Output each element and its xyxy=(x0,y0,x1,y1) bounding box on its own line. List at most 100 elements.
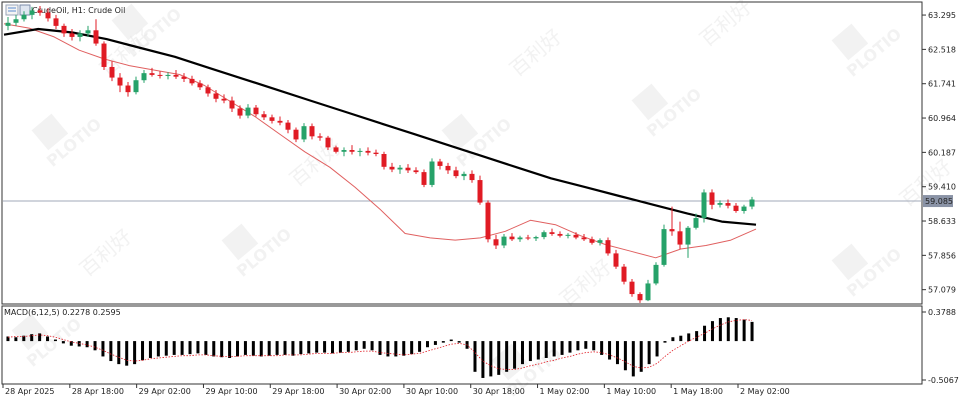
candle-body xyxy=(317,136,323,138)
macd-bar xyxy=(402,341,406,356)
macd-bar xyxy=(473,341,477,372)
time-tick-label: 1 May 10:00 xyxy=(606,387,656,396)
candle-body xyxy=(517,237,523,240)
time-tick-label: 28 Apr 18:00 xyxy=(72,387,124,396)
macd-bar xyxy=(386,341,390,357)
candle-body xyxy=(421,172,427,185)
candle-body xyxy=(645,283,651,301)
macd-signal-line xyxy=(7,319,753,370)
macd-bar xyxy=(734,318,738,342)
candle-body xyxy=(445,165,451,171)
macd-bar xyxy=(362,341,366,349)
candle-body xyxy=(589,239,595,243)
macd-bar xyxy=(536,341,540,360)
candle-body xyxy=(117,77,123,86)
macd-bar xyxy=(125,341,129,366)
macd-bar xyxy=(505,341,509,372)
macd-bar xyxy=(275,341,279,355)
candle-body xyxy=(725,203,731,206)
macd-bar xyxy=(750,321,754,342)
macd-bar xyxy=(267,341,271,356)
candle-body xyxy=(565,234,571,236)
candle-body xyxy=(245,107,251,116)
macd-bar xyxy=(623,341,627,371)
macd-bar xyxy=(6,336,10,342)
candle-body xyxy=(621,266,627,282)
macd-bar xyxy=(639,341,643,372)
candle-body xyxy=(749,199,755,207)
macd-bar xyxy=(259,341,263,357)
candle-body xyxy=(157,74,163,76)
macd-bar xyxy=(425,341,429,348)
macd-bar xyxy=(513,341,517,369)
candle-body xyxy=(477,180,483,203)
macd-tick-label: 0.3788 xyxy=(928,308,956,317)
candle-body xyxy=(21,14,27,20)
candle-body xyxy=(405,167,411,171)
macd-bar xyxy=(663,341,667,343)
current-price-text: 59.085 xyxy=(925,197,953,206)
macd-bar xyxy=(141,341,145,361)
watermark-logo xyxy=(441,113,479,151)
candle-body xyxy=(133,80,139,93)
time-tick-label: 29 Apr 18:00 xyxy=(272,387,324,396)
watermark-logo xyxy=(111,3,149,41)
macd-bar xyxy=(243,341,247,355)
price-tick-label: 57.079 xyxy=(928,286,956,295)
candle-body xyxy=(301,126,307,140)
candle-body xyxy=(381,154,387,167)
price-tick-label: 61.741 xyxy=(928,80,956,89)
candle-body xyxy=(365,150,371,153)
macd-bar xyxy=(236,341,240,357)
candle-body xyxy=(29,10,35,15)
time-tick-label: 30 Apr 10:00 xyxy=(406,387,458,396)
candle-body xyxy=(173,74,179,77)
time-tick-label: 28 Apr 2025 xyxy=(5,387,54,396)
current-price-badge xyxy=(923,195,953,208)
symbol-label: CrudeOil, H1: Crude Oil xyxy=(32,6,125,15)
candle-body xyxy=(149,73,155,75)
candle-body xyxy=(253,107,259,115)
watermark-logo xyxy=(11,313,49,351)
symbol-header: CrudeOil, H1: Crude Oil xyxy=(5,4,125,16)
candle-body xyxy=(493,239,499,246)
watermark-cjk: 百利好 xyxy=(505,24,566,81)
candle-body xyxy=(333,147,339,152)
candle-body xyxy=(277,120,283,123)
candle-body xyxy=(61,25,67,34)
price-tick-label: 63.295 xyxy=(928,11,956,20)
time-tick-label: 2 May 02:00 xyxy=(740,387,790,396)
macd-bar xyxy=(584,341,588,349)
macd-bar xyxy=(164,341,168,356)
macd-bar xyxy=(338,341,342,353)
time-tick-label: 1 May 18:00 xyxy=(673,387,723,396)
macd-bar xyxy=(307,341,311,354)
macd-bar xyxy=(346,341,350,352)
watermark-logo xyxy=(831,23,869,61)
macd-bar xyxy=(631,341,635,377)
chart-icon xyxy=(5,4,19,16)
macd-bar xyxy=(93,341,97,351)
price-pane[interactable] xyxy=(1,1,923,305)
candle-body xyxy=(293,129,299,140)
macd-bar xyxy=(204,341,208,355)
candle-body xyxy=(677,231,683,245)
candle-body xyxy=(269,117,275,121)
macd-bar xyxy=(449,339,453,342)
macd-bar xyxy=(117,341,121,365)
macd-bar xyxy=(600,341,604,355)
macd-bar xyxy=(30,334,34,342)
candle-body xyxy=(69,33,75,37)
candle-body xyxy=(85,30,91,34)
watermark-cjk: 百利好 xyxy=(75,224,136,281)
macd-bar xyxy=(695,331,699,342)
candle-body xyxy=(189,78,195,84)
price-tick-label: 58.633 xyxy=(928,217,956,226)
macd-tick-label: -0.5067 xyxy=(928,376,959,385)
macd-pane[interactable] xyxy=(1,305,923,385)
candle-body xyxy=(541,232,547,238)
candle-body xyxy=(181,76,187,79)
